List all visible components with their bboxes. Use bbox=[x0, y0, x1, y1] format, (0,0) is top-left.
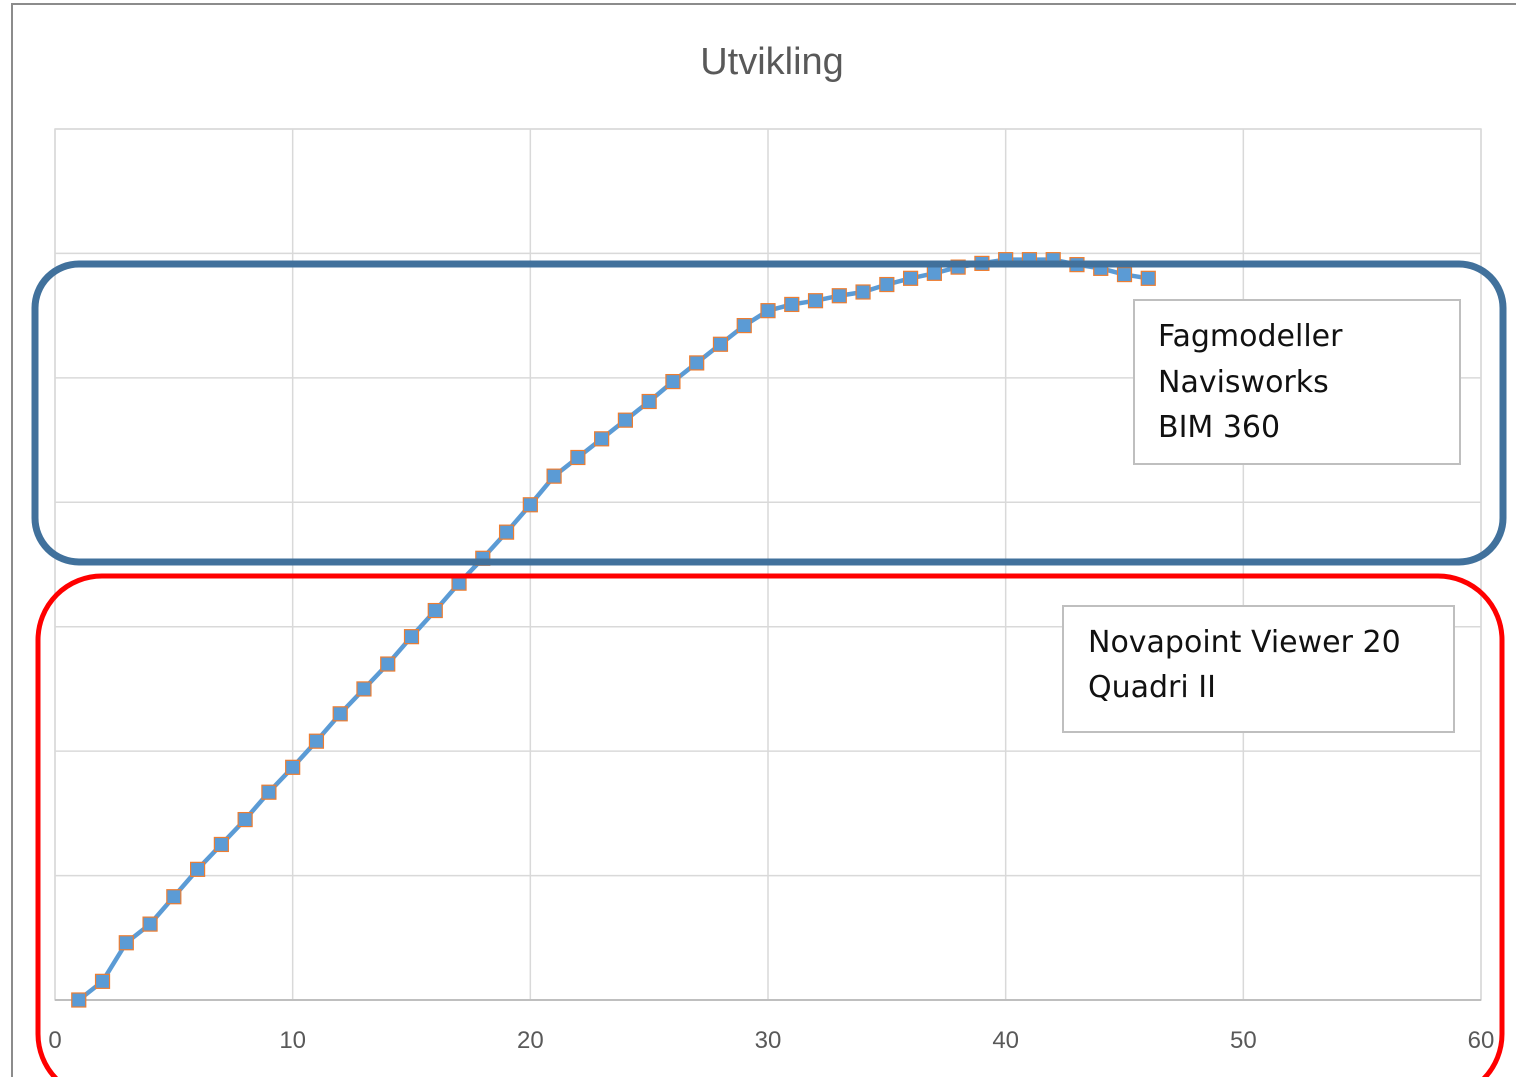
x-tick-label: 10 bbox=[279, 1027, 306, 1054]
data-point bbox=[641, 393, 657, 410]
data-point bbox=[617, 412, 634, 428]
lower-note-box bbox=[1062, 605, 1455, 733]
data-point bbox=[522, 497, 538, 513]
data-point bbox=[166, 889, 182, 905]
lower-region-outline bbox=[35, 573, 1505, 1077]
data-point bbox=[71, 992, 87, 1008]
data-point bbox=[926, 265, 942, 281]
data-point bbox=[94, 973, 111, 989]
x-tick-label: 60 bbox=[1468, 1027, 1495, 1054]
upper-region-note: Fagmodeller Navisworks BIM 360 bbox=[1133, 299, 1461, 465]
data-point bbox=[142, 916, 158, 932]
data-point bbox=[546, 468, 562, 484]
data-point bbox=[356, 681, 372, 697]
data-point bbox=[831, 288, 847, 304]
data-point bbox=[902, 270, 919, 286]
data-point bbox=[594, 431, 610, 447]
chart-title: Utvikling bbox=[700, 41, 844, 83]
data-point bbox=[736, 317, 752, 334]
data-point bbox=[213, 836, 229, 853]
data-point bbox=[380, 656, 396, 672]
x-tick-label: 0 bbox=[48, 1027, 61, 1054]
x-tick-label: 30 bbox=[755, 1027, 782, 1054]
data-point bbox=[427, 602, 443, 619]
x-tick-label: 40 bbox=[992, 1027, 1019, 1054]
data-point bbox=[237, 811, 253, 828]
upper-note-line-1: Fagmodeller bbox=[1158, 319, 1343, 354]
data-point bbox=[1116, 266, 1133, 283]
x-tick-label: 50 bbox=[1230, 1027, 1257, 1054]
data-point bbox=[784, 296, 800, 313]
x-axis-tick-labels: 0 10 20 30 40 50 60 bbox=[48, 1027, 1494, 1054]
data-point bbox=[570, 449, 586, 466]
data-point bbox=[855, 284, 871, 300]
data-point bbox=[712, 336, 729, 352]
lower-note-line-1: Novapoint Viewer 20 bbox=[1088, 625, 1401, 660]
x-tick-label: 20 bbox=[517, 1027, 544, 1054]
data-point bbox=[498, 524, 515, 540]
lower-note-line-2: Quadri II bbox=[1088, 670, 1216, 705]
data-point bbox=[665, 373, 681, 390]
upper-note-line-2: Navisworks bbox=[1158, 365, 1329, 400]
data-point bbox=[689, 355, 705, 371]
data-point bbox=[879, 276, 895, 293]
data-point bbox=[807, 293, 824, 309]
data-point bbox=[118, 935, 134, 951]
data-point bbox=[308, 733, 325, 749]
data-point bbox=[190, 861, 206, 877]
upper-note-box bbox=[1133, 299, 1461, 465]
upper-region-outline bbox=[31, 260, 1507, 566]
lower-region-note: Novapoint Viewer 20 Quadri II bbox=[1062, 605, 1455, 733]
data-point bbox=[332, 706, 348, 722]
upper-note-line-3: BIM 360 bbox=[1158, 410, 1280, 445]
data-point bbox=[760, 303, 776, 319]
data-point bbox=[261, 784, 277, 800]
data-point bbox=[403, 629, 420, 645]
data-point bbox=[285, 759, 301, 775]
data-point bbox=[1140, 270, 1156, 286]
